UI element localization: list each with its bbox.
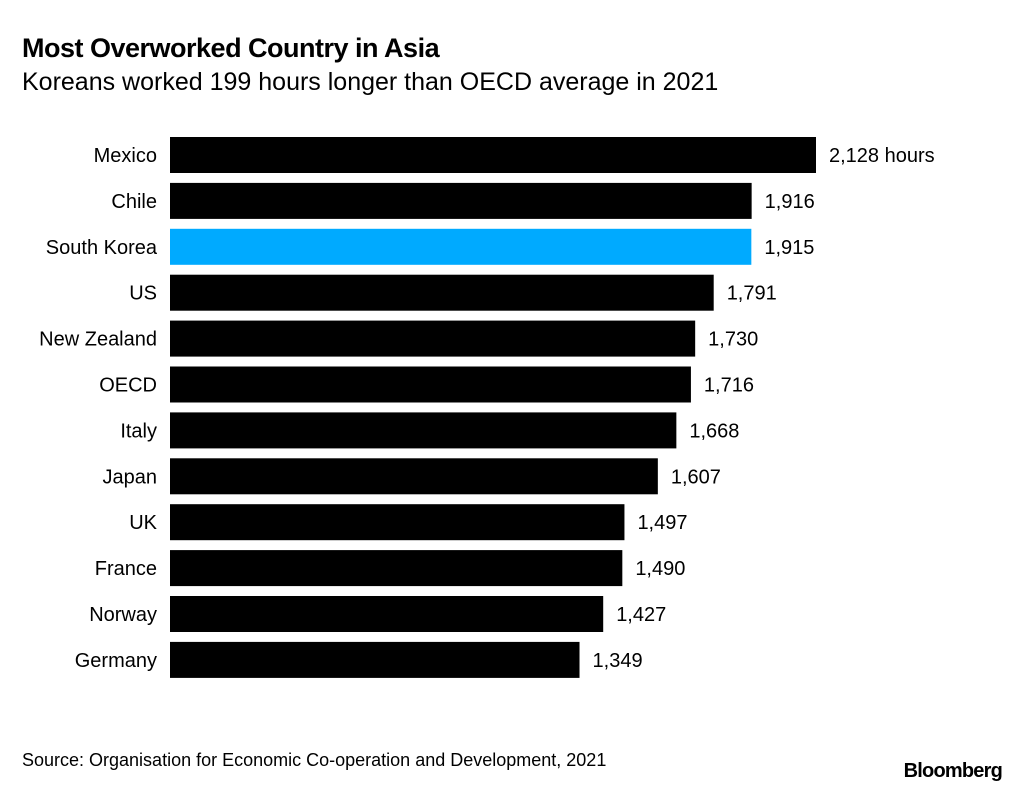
category-label: France: [95, 558, 157, 580]
category-label: Norway: [89, 604, 157, 626]
category-label: Chile: [111, 191, 157, 213]
bar-us: [170, 274, 714, 311]
value-label: 1,730: [708, 329, 758, 351]
category-label: Japan: [103, 466, 158, 488]
value-label: 1,497: [637, 512, 687, 534]
chart-title: Most Overworked Country in Asia: [22, 33, 440, 63]
source-note: Source: Organisation for Economic Co-ope…: [22, 750, 607, 770]
category-label: Mexico: [94, 145, 157, 167]
bar-mexico: [170, 137, 816, 173]
value-label: 1,427: [616, 604, 666, 626]
bar-france: [170, 550, 623, 587]
bar-norway: [170, 596, 604, 632]
bar-chile: [170, 182, 752, 219]
category-label: UK: [129, 512, 157, 534]
value-label: 1,349: [593, 650, 643, 672]
category-label: Italy: [120, 420, 157, 442]
bar-uk: [170, 504, 625, 541]
bar-new-zealand: [170, 320, 696, 357]
bar-germany: [170, 641, 580, 678]
bar-oecd: [170, 366, 691, 403]
category-label: US: [129, 283, 157, 305]
bar-japan: [170, 458, 658, 495]
value-label: 1,716: [704, 375, 754, 397]
value-label: 1,668: [689, 420, 739, 442]
bar-italy: [170, 412, 677, 449]
value-label: 2,128 hours: [829, 145, 935, 167]
value-label: 1,791: [727, 283, 777, 305]
bloomberg-logo: Bloomberg: [903, 760, 1003, 782]
value-label: 1,490: [635, 558, 685, 580]
bar-south-korea: [170, 228, 752, 265]
category-label: New Zealand: [39, 329, 157, 351]
category-label: OECD: [99, 375, 157, 397]
chart-subtitle: Koreans worked 199 hours longer than OEC…: [22, 68, 719, 96]
category-label: South Korea: [46, 237, 158, 259]
value-label: 1,607: [671, 466, 721, 488]
category-label: Germany: [75, 650, 157, 672]
value-label: 1,916: [765, 191, 815, 213]
bar-chart: Mexico 2,128 hours Chile 1,916 South Korea 1,…: [39, 137, 935, 678]
value-label: 1,915: [764, 237, 814, 259]
